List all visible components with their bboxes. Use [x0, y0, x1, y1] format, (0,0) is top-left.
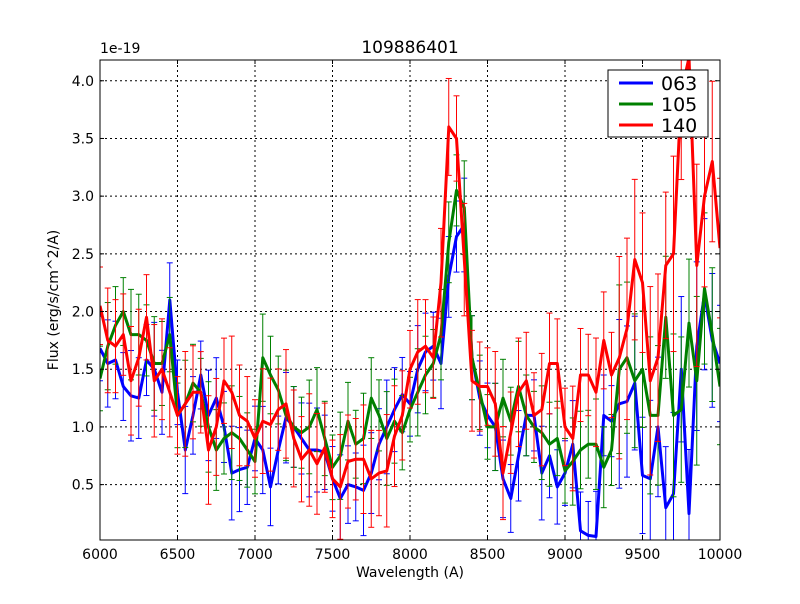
- legend-label-063: 063: [661, 73, 697, 95]
- x-tick-label: 10000: [698, 547, 743, 563]
- y-tick-label: 3.0: [72, 189, 94, 205]
- chart-title: 109886401: [361, 38, 458, 58]
- x-tick-label: 8500: [470, 547, 506, 563]
- y-tick-label: 2.5: [72, 247, 94, 263]
- x-tick-label: 9000: [547, 547, 583, 563]
- x-tick-label: 6000: [82, 547, 118, 563]
- y-tick-label: 1.5: [72, 362, 94, 378]
- y-axis-label: Flux (erg/s/cm^2/A): [46, 230, 62, 370]
- legend-label-140: 140: [661, 115, 697, 137]
- legend-label-105: 105: [661, 94, 697, 116]
- y-offset-label: 1e-19: [100, 41, 140, 57]
- x-axis-label: Wavelength (A): [356, 565, 464, 581]
- y-tick-label: 1.0: [72, 420, 94, 436]
- x-tick-label: 7000: [237, 547, 273, 563]
- y-tick-label: 4.0: [72, 74, 94, 90]
- x-tick-label: 9500: [625, 547, 661, 563]
- y-tick-label: 3.5: [72, 131, 94, 147]
- y-tick-label: 2.0: [72, 305, 94, 321]
- y-tick-label: 0.5: [72, 478, 94, 494]
- x-tick-label: 6500: [160, 547, 196, 563]
- x-tick-label: 8000: [392, 547, 428, 563]
- x-tick-label: 7500: [315, 547, 351, 563]
